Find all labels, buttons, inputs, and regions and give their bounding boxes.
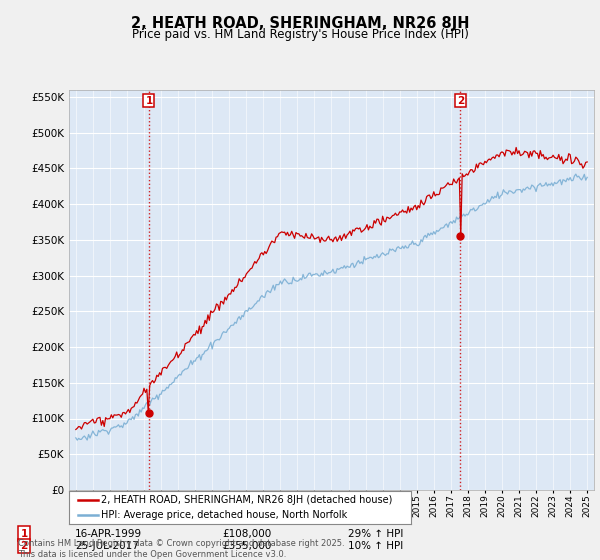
Text: 1: 1 xyxy=(20,529,28,539)
Text: Contains HM Land Registry data © Crown copyright and database right 2025.
This d: Contains HM Land Registry data © Crown c… xyxy=(18,539,344,559)
Text: 25-JUL-2017: 25-JUL-2017 xyxy=(75,541,139,551)
Text: Price paid vs. HM Land Registry's House Price Index (HPI): Price paid vs. HM Land Registry's House … xyxy=(131,28,469,41)
Text: 2: 2 xyxy=(457,96,464,106)
Text: 10% ↑ HPI: 10% ↑ HPI xyxy=(348,541,403,551)
Text: 16-APR-1999: 16-APR-1999 xyxy=(75,529,142,539)
Text: 1: 1 xyxy=(145,96,152,106)
Text: £355,000: £355,000 xyxy=(222,541,271,551)
Text: 2: 2 xyxy=(20,541,28,551)
Text: 29% ↑ HPI: 29% ↑ HPI xyxy=(348,529,403,539)
Text: 2, HEATH ROAD, SHERINGHAM, NR26 8JH: 2, HEATH ROAD, SHERINGHAM, NR26 8JH xyxy=(131,16,469,31)
Text: HPI: Average price, detached house, North Norfolk: HPI: Average price, detached house, Nort… xyxy=(101,511,348,520)
Text: £108,000: £108,000 xyxy=(222,529,271,539)
Text: 2, HEATH ROAD, SHERINGHAM, NR26 8JH (detached house): 2, HEATH ROAD, SHERINGHAM, NR26 8JH (det… xyxy=(101,495,393,505)
